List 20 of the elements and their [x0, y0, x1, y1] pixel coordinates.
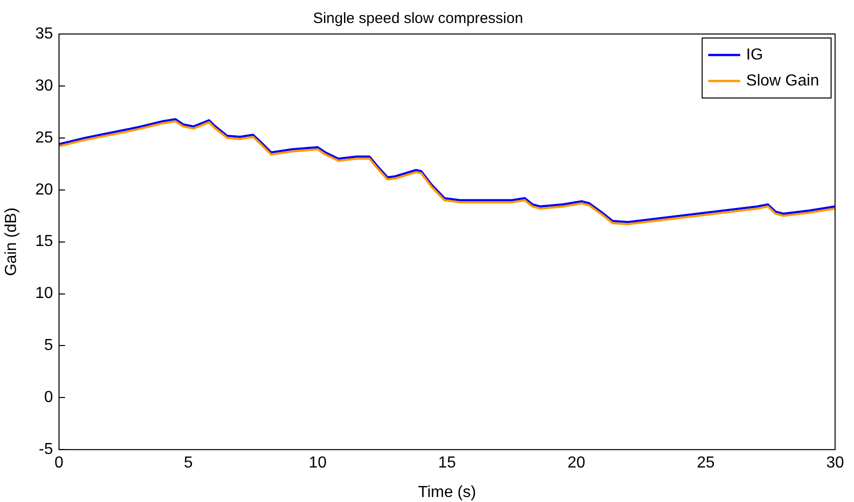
x-tick-label: 5: [184, 454, 193, 472]
x-axis-title: Time (s): [418, 484, 476, 501]
y-tick-label: 30: [35, 77, 54, 94]
chart-title: Single speed slow compression: [312, 10, 524, 28]
y-axis-title: Gain (dB): [3, 208, 20, 276]
y-tick-label: 10: [35, 285, 54, 302]
y-tick-label: 0: [44, 389, 54, 406]
x-tick-label: 10: [308, 454, 327, 472]
y-tick-label: 20: [35, 181, 54, 198]
x-tick-label: 20: [568, 454, 586, 472]
y-tick-label: -5: [38, 441, 54, 458]
y-tick-label: 5: [44, 337, 54, 354]
y-tick-label: 25: [35, 129, 54, 146]
x-tick-label: 30: [826, 454, 844, 472]
y-tick-label: 35: [35, 25, 54, 42]
x-tick-label: 25: [696, 454, 715, 472]
legend-label: Slow Gain: [746, 72, 820, 90]
legend-label: IG: [746, 46, 764, 64]
x-tick-label: 15: [438, 454, 456, 472]
y-tick-label: 15: [35, 233, 54, 250]
